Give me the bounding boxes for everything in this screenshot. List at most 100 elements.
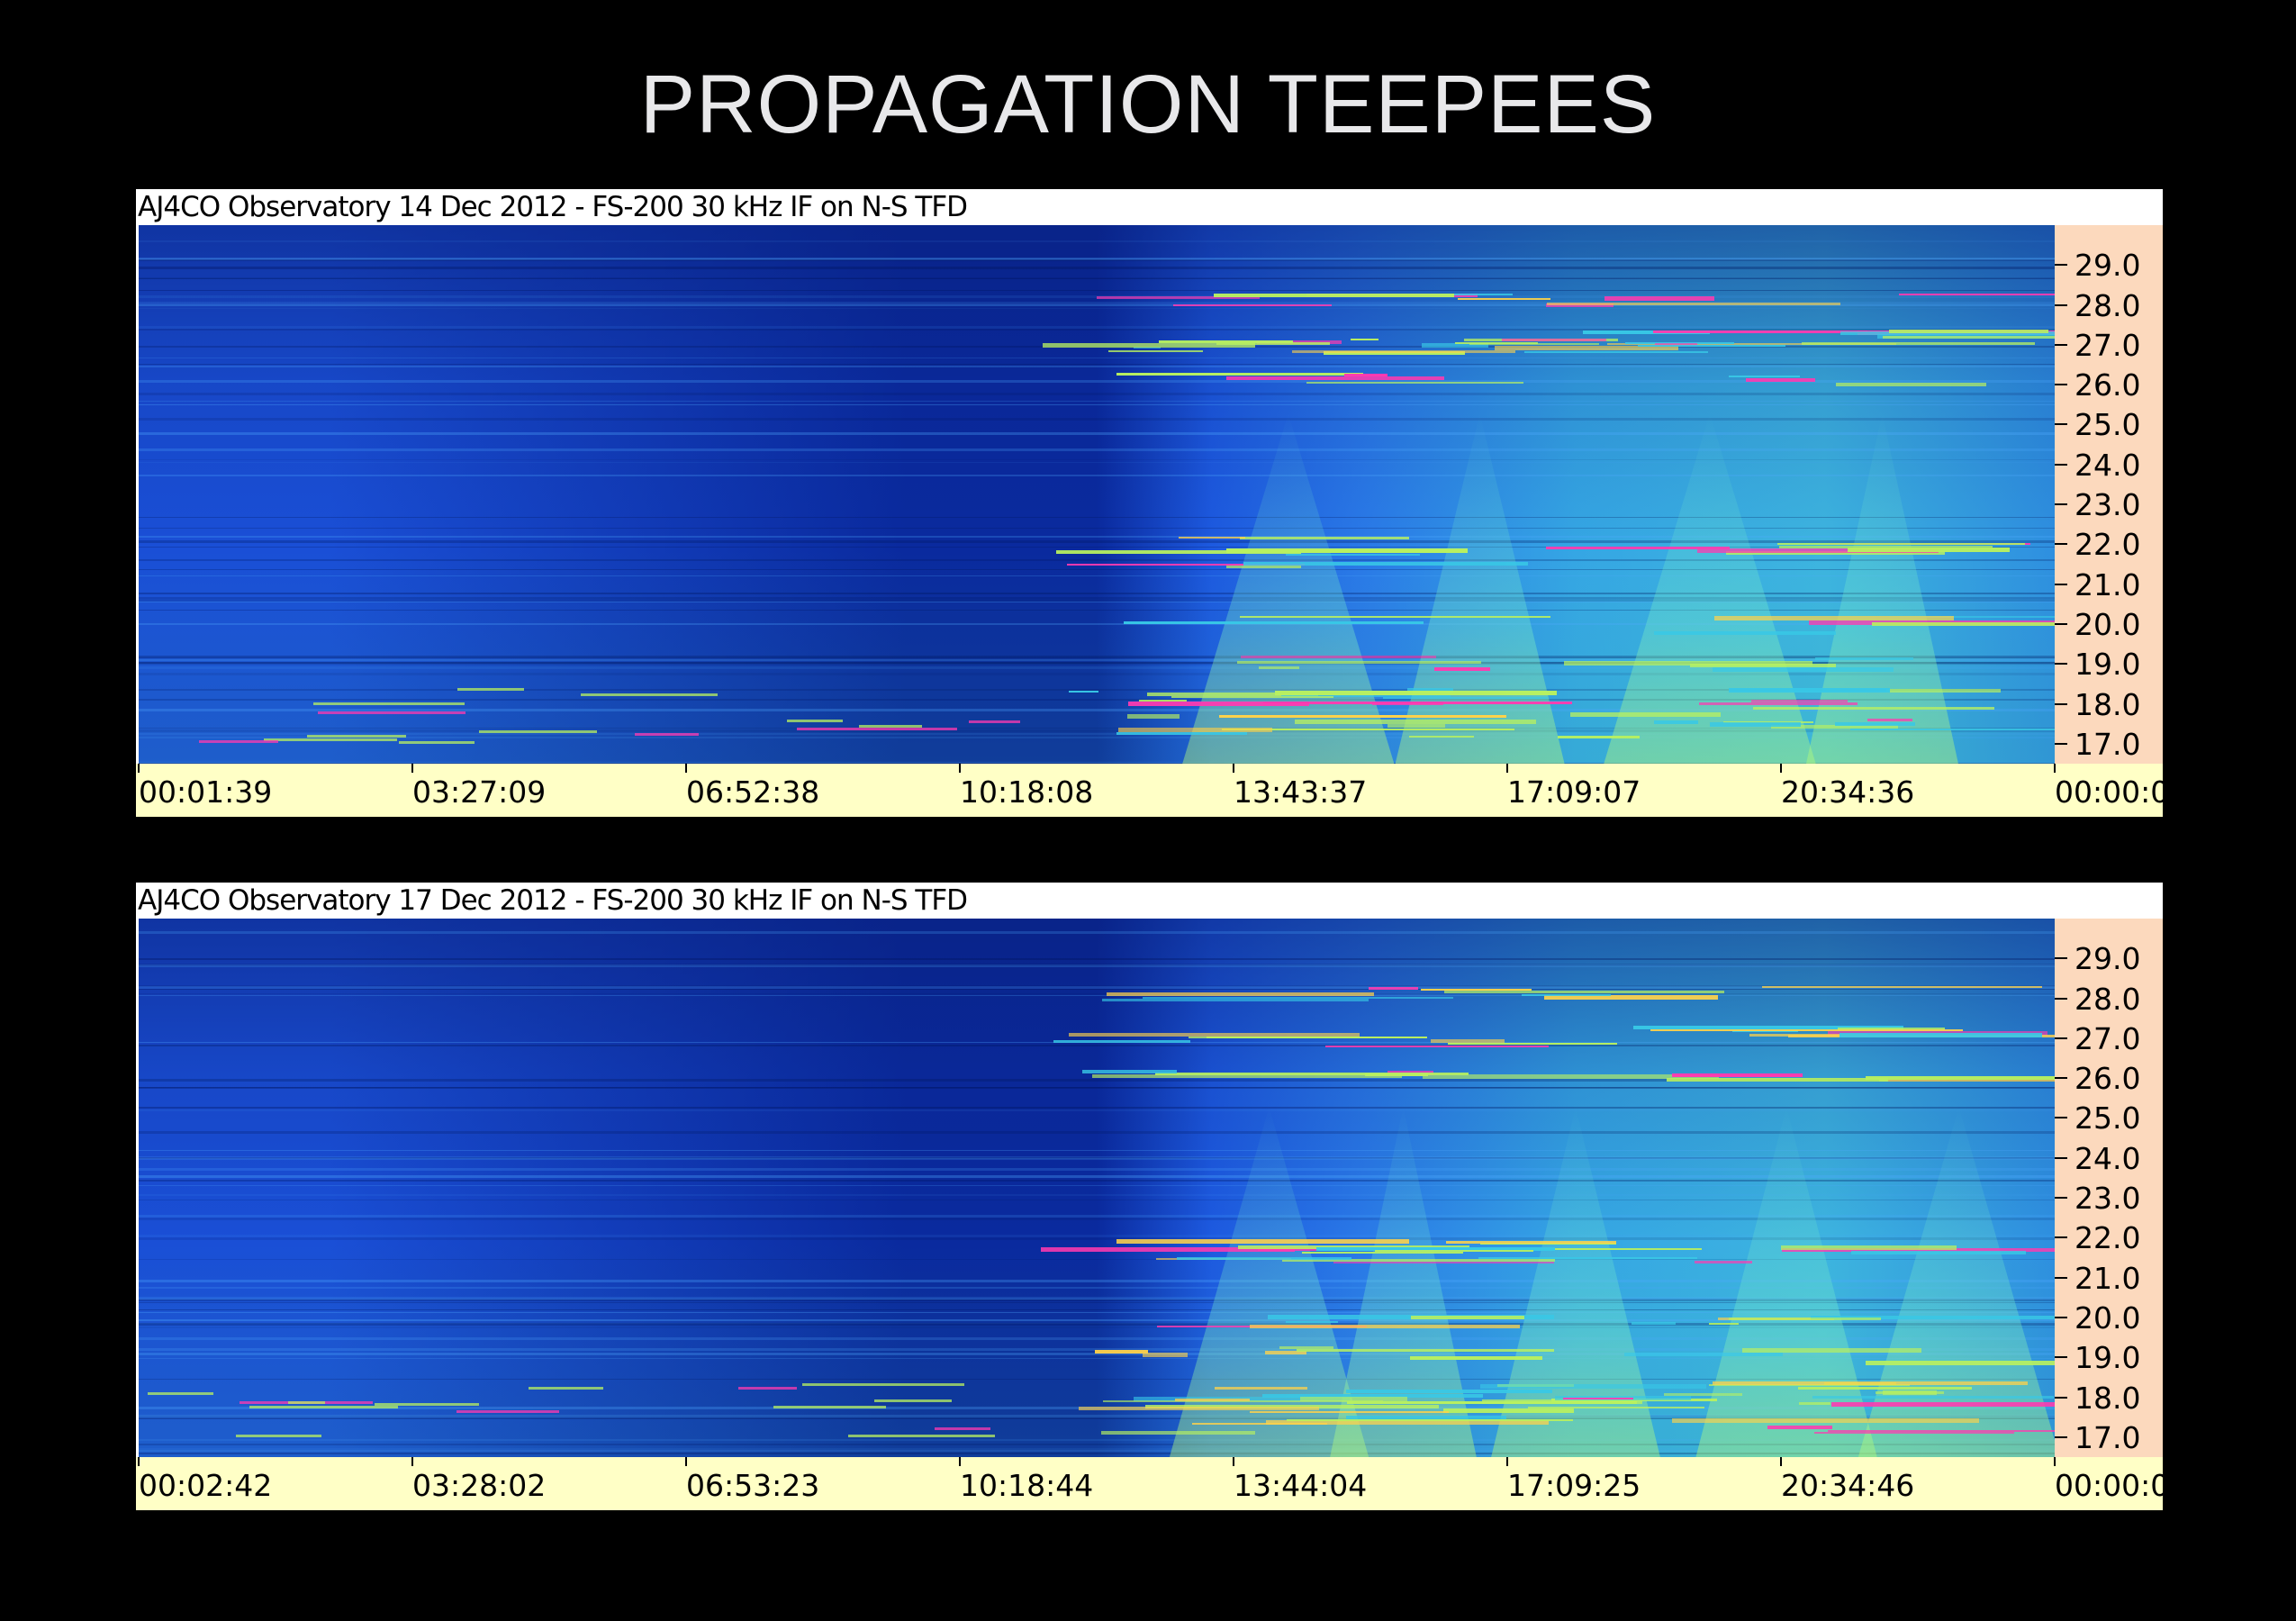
signal-streak [1174,1399,1251,1402]
signal-streak [1713,1381,2029,1386]
y-tick [2055,1077,2067,1080]
y-tick [2055,343,2067,346]
signal-streak [1177,1257,1351,1261]
y-tick [2055,622,2067,625]
y-tick-label: 26.0 [2075,367,2141,403]
signal-streak [1522,994,1611,997]
spectrogram-band [139,540,2055,543]
spectrogram-band [139,623,2055,625]
spectrogram-band [139,1439,2055,1441]
x-tick-label: 03:28:02 [412,1468,547,1503]
signal-streak [1690,663,1836,667]
spectrogram-band [139,569,2055,570]
spectrogram-band [139,662,2055,664]
y-axis: 29.0 28.0 27.0 26.0 25.0 24.0 23.0 22.0 21.0 20.0… [2055,225,2163,764]
spectrogram-band [139,986,2055,989]
signal-streak [1501,339,1606,342]
signal-streak [1779,545,1993,548]
spectrogram-band [139,418,2055,421]
signal-streak [1607,342,1897,345]
x-tick [1780,1457,1782,1466]
spectrogram-band [139,931,2055,934]
spectrogram-band [139,448,2055,451]
x-tick [959,764,961,773]
signal-streak [1439,294,1513,296]
spectrogram-band [139,303,2055,306]
spectrogram-band [139,1417,2055,1419]
signal-streak [1632,1025,1903,1029]
spectrogram-band [139,1453,2055,1454]
y-tick [2055,1356,2067,1359]
signal-streak [1237,661,1482,665]
signal-streak [1280,695,1451,698]
y-tick-label: 17.0 [2075,726,2141,762]
signal-streak [1446,1240,1616,1244]
spectrogram-band [139,1079,2055,1082]
signal-streak [1243,561,1528,566]
y-tick-label: 18.0 [2075,686,2141,722]
signal-streak [1672,1417,1979,1423]
x-tick [685,1457,687,1466]
signal-streak [1116,1239,1409,1245]
signal-streak [478,729,598,733]
signal-streak [787,720,844,723]
signal-streak [1710,722,1801,728]
signal-streak [1239,536,1410,539]
x-tick [2054,1457,2056,1466]
signal-streak [1545,546,1730,549]
signal-streak [1714,616,1955,621]
spectrogram-band [139,763,2055,764]
spectrogram-band [139,559,2055,561]
spectrogram-band [139,329,2055,331]
y-tick-label: 25.0 [2075,407,2141,443]
signal-streak [318,711,466,714]
signal-streak [1889,616,2055,619]
y-tick-label: 24.0 [2075,1140,2141,1176]
signal-streak [1883,336,2055,340]
spectrogram-band [139,1358,2055,1359]
y-tick [2055,663,2067,666]
signal-streak [1663,1393,1743,1397]
spectrogram-band [139,733,2055,735]
y-axis: 29.0 28.0 27.0 26.0 25.0 24.0 23.0 22.0 21.0 20.0… [2055,919,2163,1457]
signal-streak [1078,1406,1319,1410]
signal-streak [1604,296,1714,302]
spectrogram-band [139,1297,2055,1300]
signal-streak [934,1426,991,1430]
signal-streak [1043,342,1256,348]
signal-streak [456,1409,560,1413]
spectrogram-band [139,304,2055,306]
signal-streak [1382,697,1548,700]
spectrogram-band [139,380,2055,383]
signal-streak [1388,1070,1434,1075]
signal-streak [1158,340,1293,344]
signal-streak [1442,1408,1574,1413]
spectrogram-band [139,597,2055,599]
signal-streak [1286,1320,1339,1323]
spectrogram-band [139,1087,2055,1089]
signal-streak [1345,1390,1552,1394]
x-tick-label: 00:00:07 [2055,1468,2189,1503]
spectrogram-band [139,1045,2055,1046]
signal-streak [1351,338,1379,340]
signal-streak [1886,688,2001,693]
x-tick [411,1457,413,1466]
signal-streak [1583,331,1710,335]
signal-streak [1698,702,1858,705]
y-tick [2055,264,2067,267]
spectrogram-band [139,1416,2055,1417]
spectrogram-band [139,610,2055,611]
signal-streak [1250,1324,1521,1328]
signal-streak [859,725,922,729]
signal-streak [1171,695,1334,698]
signal-streak [1836,382,1987,386]
x-tick-label: 13:43:37 [1234,774,1368,810]
signal-streak [1133,1396,1350,1401]
signal-streak [1240,656,1437,659]
x-tick [685,764,687,773]
y-tick-label: 27.0 [2075,327,2141,363]
signal-streak [1369,987,1419,991]
spectrogram-band [139,993,2055,994]
signal-streak [306,734,407,738]
signal-streak [1053,1039,1190,1043]
